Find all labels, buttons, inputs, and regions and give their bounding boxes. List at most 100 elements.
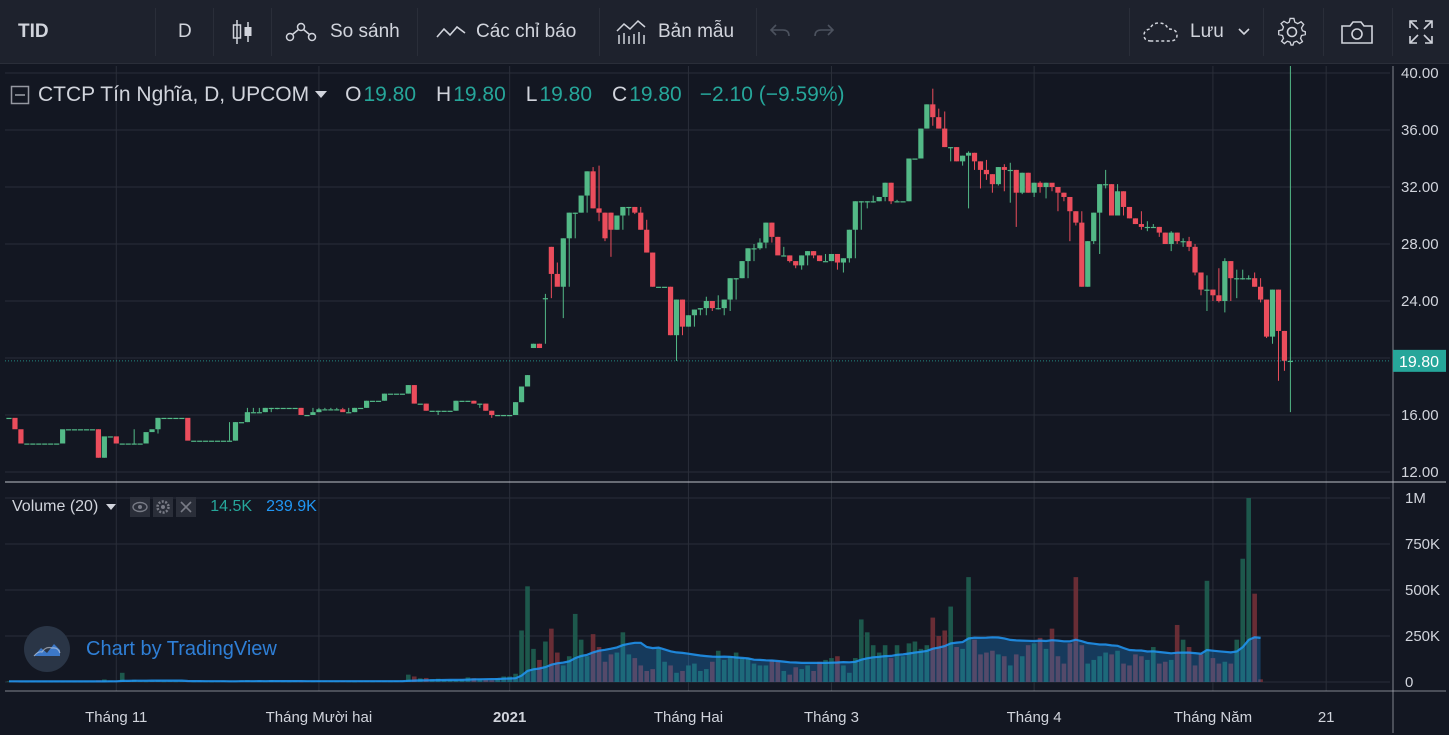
volume-bar xyxy=(1192,665,1198,682)
candle xyxy=(1240,269,1246,280)
compare-button[interactable]: So sánh xyxy=(284,0,400,64)
candle xyxy=(912,158,918,160)
volume-bar xyxy=(590,634,596,682)
candle xyxy=(1156,226,1162,237)
volume-bar xyxy=(817,661,822,682)
candle xyxy=(1031,182,1037,197)
chart-area[interactable]: 12.0016.0020.0024.0028.0032.0036.0040.00… xyxy=(5,66,1446,733)
candle xyxy=(405,385,411,394)
candle-body xyxy=(298,407,304,415)
redo-icon xyxy=(814,24,835,37)
volume-bar xyxy=(876,652,882,682)
candle xyxy=(322,407,328,411)
volume-bar xyxy=(823,659,828,682)
candle-body xyxy=(423,403,429,411)
volume-bar xyxy=(864,632,870,682)
volume-bar xyxy=(954,647,959,682)
volume-bar xyxy=(698,670,703,682)
volume-bar xyxy=(453,680,459,682)
save-label: Lưu xyxy=(1190,21,1224,42)
candle xyxy=(1025,172,1031,193)
indicators-button[interactable]: Các chỉ báo xyxy=(436,0,576,64)
candle-body xyxy=(864,201,870,203)
eye-icon[interactable] xyxy=(130,497,151,517)
candle-body xyxy=(77,429,84,431)
top-toolbar: TID D So sánh Các chỉ báo Bản mẫu Lưu xyxy=(0,0,1449,64)
caret-down-icon[interactable] xyxy=(106,503,117,511)
volume-bar xyxy=(644,670,650,682)
fullscreen-button[interactable] xyxy=(1408,0,1434,64)
chart-style-button[interactable] xyxy=(230,0,254,64)
candle-body xyxy=(1228,261,1234,279)
volume-bar xyxy=(829,658,834,682)
chevron-down-icon[interactable] xyxy=(1238,28,1250,36)
templates-button[interactable]: Bản mẫu xyxy=(616,0,734,64)
candle-body xyxy=(54,443,60,445)
candle xyxy=(870,195,876,203)
candle xyxy=(918,128,924,159)
candle xyxy=(83,429,90,431)
volume-tick-label: 1M xyxy=(1405,490,1426,507)
candle-body xyxy=(143,432,149,444)
volume-bar xyxy=(1067,643,1073,682)
screenshot-button[interactable] xyxy=(1340,0,1374,64)
candle xyxy=(346,407,352,414)
time-tick-label: Tháng Hai xyxy=(654,709,723,726)
candle xyxy=(256,407,262,414)
candle-body xyxy=(1055,187,1061,193)
candle-body xyxy=(1043,182,1049,187)
settings-gear-icon[interactable] xyxy=(153,497,174,517)
symbol-button[interactable]: TID xyxy=(18,0,49,64)
candle-body xyxy=(638,212,644,230)
candle xyxy=(215,440,221,442)
settings-button[interactable] xyxy=(1277,0,1307,64)
candle-body xyxy=(1073,211,1079,223)
candle-body xyxy=(542,298,548,300)
candle-body xyxy=(894,201,900,203)
volume-bar xyxy=(1246,498,1251,682)
volume-study-label[interactable]: Volume (20) xyxy=(12,498,99,515)
last-price-tag xyxy=(1393,349,1446,372)
volume-bar xyxy=(411,676,417,682)
volume-bar xyxy=(566,656,572,682)
volume-bar xyxy=(978,654,983,682)
candle xyxy=(1198,272,1204,296)
volume-bar xyxy=(620,632,626,682)
candle-body xyxy=(781,255,787,257)
candle-body xyxy=(328,409,334,411)
candle xyxy=(930,88,936,126)
candle-body xyxy=(250,412,256,414)
candle xyxy=(1103,169,1109,189)
interval-button[interactable]: D xyxy=(178,0,192,64)
redo-button[interactable] xyxy=(812,0,836,64)
candle xyxy=(167,417,173,420)
candle xyxy=(721,299,727,316)
candle-body xyxy=(83,429,90,431)
volume-bar xyxy=(1007,665,1013,682)
candle xyxy=(673,299,680,361)
candle xyxy=(745,248,751,279)
price-volume-chart[interactable]: 12.0016.0020.0024.0028.0032.0036.0040.00… xyxy=(5,66,1446,733)
save-button[interactable]: Lưu xyxy=(1142,0,1250,64)
candle xyxy=(465,400,471,402)
candle-body xyxy=(137,443,143,445)
collapse-icon[interactable] xyxy=(10,85,30,105)
candle xyxy=(1210,289,1216,301)
undo-button[interactable] xyxy=(768,0,792,64)
tradingview-watermark[interactable]: Chart by TradingView xyxy=(24,626,277,672)
candle xyxy=(24,443,30,445)
caret-down-icon[interactable] xyxy=(315,91,328,99)
candle-body xyxy=(483,403,489,411)
volume-bar xyxy=(572,613,578,682)
volume-bar xyxy=(495,678,501,682)
candle-body xyxy=(1263,299,1270,337)
candle-body xyxy=(1168,232,1174,244)
candle-body xyxy=(578,195,584,213)
symbol-title[interactable]: CTCP Tín Nghĩa, D, UPCOM xyxy=(38,83,310,106)
candle-body xyxy=(1067,196,1073,212)
candle-body xyxy=(721,299,727,309)
close-icon[interactable] xyxy=(176,497,197,517)
volume-bar xyxy=(1073,577,1079,682)
candle-body xyxy=(489,410,495,415)
high-key: H xyxy=(436,83,452,106)
